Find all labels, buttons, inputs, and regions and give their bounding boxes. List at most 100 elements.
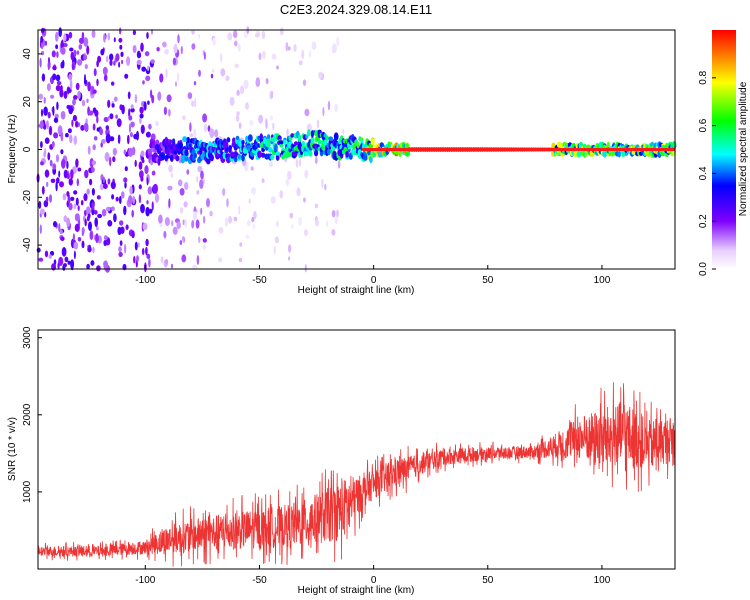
spectrogram-cell (191, 29, 195, 35)
spectrogram-ridge-cell (268, 147, 273, 152)
spectrogram-cell (125, 224, 129, 230)
spectrogram-cell (76, 178, 80, 187)
spectrogram-cell (279, 190, 284, 199)
spectrogram-cell (61, 247, 67, 257)
spectrogram-cell (168, 164, 173, 173)
spectrogram-cell (96, 115, 99, 124)
spectrogram-cell (271, 53, 277, 60)
spectrogram-cell (118, 37, 123, 43)
spectrogram-cell (63, 263, 67, 268)
spectrogram-cell (71, 119, 74, 127)
spectrogram-cell (87, 145, 91, 155)
spectrogram-cell (269, 115, 273, 121)
spectrogram-cell (304, 108, 310, 117)
y-tick-label: 2000 (22, 403, 33, 426)
spectrogram-cell (331, 43, 337, 54)
spectrogram-cell (84, 169, 89, 179)
spectrogram-cell (73, 135, 78, 146)
spectrogram-cell (144, 165, 149, 175)
spectrogram-cell (342, 128, 345, 135)
spectrogram-ridge-cell (274, 143, 278, 152)
spectrogram-cell (141, 248, 145, 255)
spectrogram-cell (93, 68, 97, 77)
spectrogram-cell (233, 216, 238, 222)
spectrogram-cell (78, 37, 84, 45)
spectrogram-cell (270, 196, 276, 204)
spectrogram-cell (198, 34, 201, 39)
spectrogram-cell (337, 160, 341, 169)
spectrogram-ridge-cell (405, 143, 409, 149)
spectrogram-cell (43, 96, 46, 104)
spectrogram-cell (322, 107, 325, 117)
spectrogram-cell (249, 120, 254, 126)
spectrogram-cell (203, 123, 208, 132)
spectrogram-cell (55, 74, 61, 82)
spectrogram-cell (38, 200, 42, 209)
spectrogram-cell (121, 104, 125, 115)
spectrogram-cell (75, 82, 80, 91)
spectrogram-cell (66, 191, 70, 197)
spectrogram-cell (298, 216, 303, 226)
spectrogram-cell (157, 91, 162, 101)
spectrogram-cell (73, 203, 77, 210)
spectrogram-cell (92, 107, 97, 114)
spectrogram-cell (39, 120, 44, 129)
snr-y-axis-label: SNR (10 * v/v) (7, 417, 18, 481)
spectrogram-cell (314, 203, 318, 209)
spectrogram-cell (148, 123, 152, 130)
spectrogram-cell (103, 239, 107, 247)
spectrogram-cell (147, 100, 150, 105)
spectrogram-cell (59, 181, 64, 188)
spectrogram-cell (220, 52, 223, 63)
spectrogram-ridge-cell (257, 150, 262, 158)
spectrogram-cell (52, 163, 57, 170)
spectrogram-cell (130, 104, 134, 109)
spectrogram-cell (128, 123, 132, 133)
spectrogram-cell (60, 236, 65, 242)
spectrogram-cell (70, 51, 74, 61)
spectrogram-cell (140, 150, 145, 157)
spectrogram-cell (111, 103, 115, 108)
spectrogram-cell (55, 85, 61, 92)
spectrogram-panel: -100 -50 0 50 100 -40 -20 0 20 40 Height of stra… (7, 26, 677, 296)
spectrogram-cell (39, 57, 42, 68)
spectrogram-cell (139, 106, 144, 114)
spectrogram-cell (148, 208, 153, 214)
spectrogram-cell (139, 117, 142, 124)
spectrogram-ridge-cell (186, 136, 190, 143)
spectrogram-cell (83, 193, 88, 202)
spectrogram-x-axis-label: Height of straight line (km) (298, 285, 415, 296)
spectrogram-cell (238, 257, 243, 263)
spectrogram-cell (46, 181, 49, 187)
spectrogram-cell (47, 61, 50, 71)
spectrogram-cell (56, 81, 62, 86)
spectrogram-cell (192, 264, 198, 270)
spectrogram-cell (77, 237, 82, 242)
spectrogram-cell (162, 41, 167, 48)
spectrogram-cell (176, 221, 181, 230)
y-tick-label: 3000 (22, 326, 33, 349)
spectrogram-cell (304, 169, 309, 179)
spectrogram-cell (119, 27, 122, 35)
spectrogram-cell (197, 165, 203, 173)
spectrogram-cell (123, 177, 128, 183)
spectrogram-cell (103, 235, 108, 241)
spectrogram-ridge-cell (327, 148, 331, 156)
spectrogram-cell (109, 136, 115, 142)
spectrogram-cell (321, 178, 324, 189)
spectrogram-cell (151, 170, 156, 176)
spectrogram-cell (83, 122, 89, 132)
spectrogram-cell (133, 256, 136, 264)
spectrogram-cell (112, 156, 116, 163)
spectrogram-cell (270, 90, 274, 99)
spectrogram-cell (233, 30, 238, 39)
spectrogram-cell (86, 45, 90, 55)
colorbar-tick-label: 0.4 (698, 166, 709, 180)
spectrogram-ridge-cell (370, 138, 375, 146)
spectrogram-ridge-cell (297, 134, 302, 143)
spectrogram-cell (134, 241, 138, 251)
spectrogram-cell (110, 206, 115, 211)
spectrogram-cell (202, 215, 206, 224)
spectrogram-cell (132, 195, 136, 205)
spectrogram-cell (254, 33, 260, 38)
